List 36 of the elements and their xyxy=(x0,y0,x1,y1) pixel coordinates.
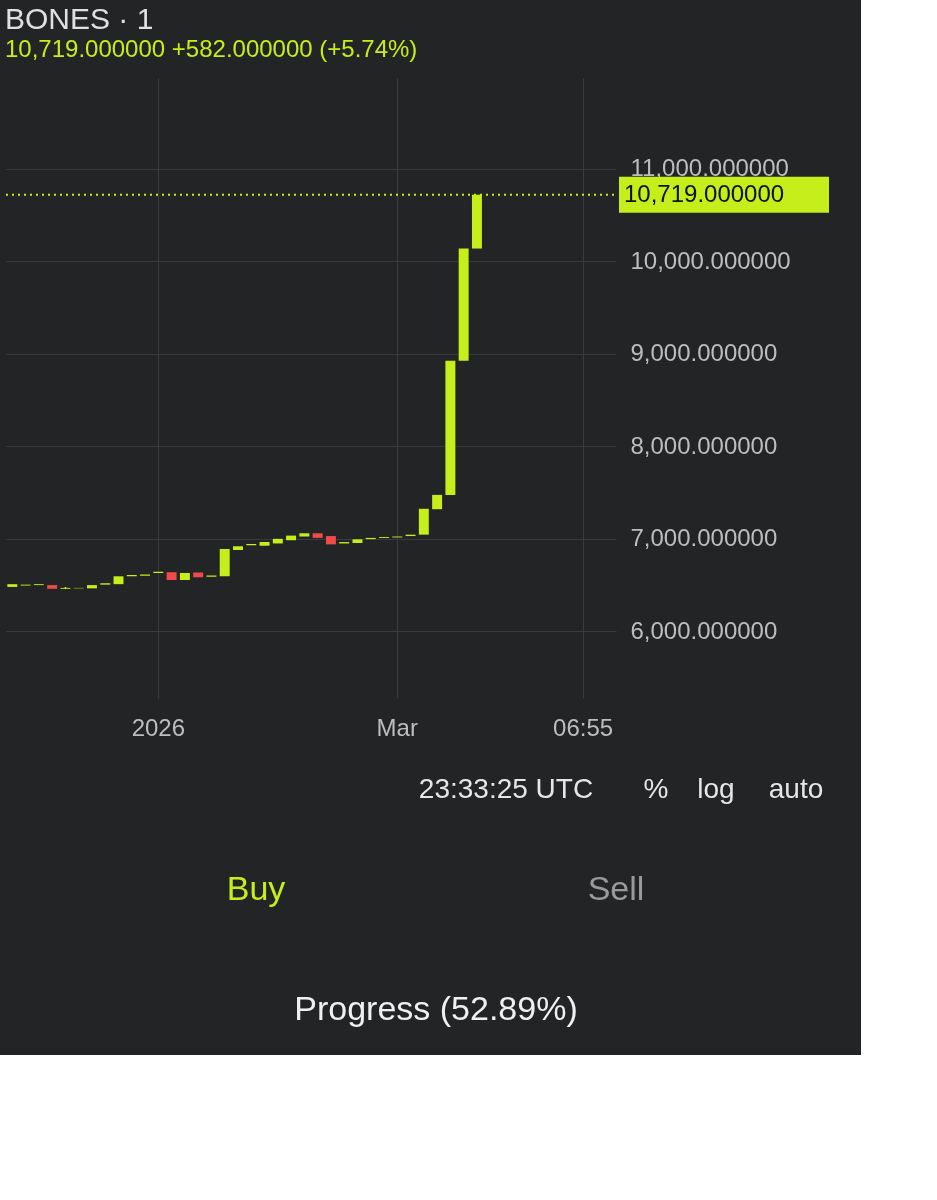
y-tick-label: 9,000.000000 xyxy=(630,339,778,367)
candlestick xyxy=(325,536,336,545)
candlestick xyxy=(219,549,230,577)
candlestick xyxy=(418,508,429,535)
chart-title: BONES · 1 xyxy=(5,2,154,35)
candlestick xyxy=(312,533,323,538)
candlestick xyxy=(259,542,270,546)
text: auto xyxy=(768,773,824,804)
text: Progress (52.89%) xyxy=(294,989,578,1027)
candlestick xyxy=(233,546,243,550)
candlestick xyxy=(166,572,177,581)
chart-subtitle: 10,719.000000 +582.000000 (+5.74%) xyxy=(5,35,418,62)
text: Sell xyxy=(587,869,645,907)
y-tick-label: 11,000.000000 xyxy=(630,154,789,182)
y-tick-label: 10,000.000000 xyxy=(630,246,791,274)
candlestick xyxy=(7,584,18,587)
candlestick xyxy=(179,573,190,581)
text: Buy xyxy=(226,869,286,907)
x-tick-label: 06:55 xyxy=(553,713,614,741)
candlestick xyxy=(113,576,124,585)
ref-line-label: 10,719.000000 xyxy=(624,179,785,207)
candlestick xyxy=(352,539,363,543)
text: 23:33:25 UTC xyxy=(418,773,594,804)
candlestick xyxy=(445,360,456,495)
candlestick xyxy=(47,585,58,589)
y-tick-label: 8,000.000000 xyxy=(630,431,778,459)
x-tick-label: Mar xyxy=(376,713,418,741)
x-tick-label: 2026 xyxy=(131,713,186,741)
y-tick-label: 7,000.000000 xyxy=(630,524,778,552)
candlestick xyxy=(299,533,310,537)
text: log xyxy=(697,773,735,804)
candlestick xyxy=(432,494,443,510)
candlestick xyxy=(86,585,97,589)
candlestick xyxy=(458,248,469,361)
y-tick-label: 6,000.000000 xyxy=(630,616,778,644)
text: % xyxy=(643,773,669,804)
